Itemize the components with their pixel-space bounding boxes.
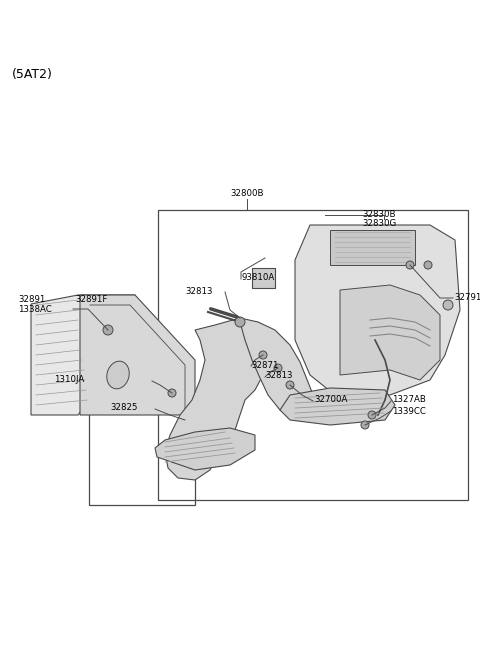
Circle shape (443, 300, 453, 310)
Polygon shape (340, 285, 440, 380)
Circle shape (274, 364, 282, 372)
Ellipse shape (107, 361, 129, 389)
Text: 1338AC: 1338AC (18, 306, 52, 314)
Circle shape (168, 389, 176, 397)
Circle shape (406, 261, 414, 269)
Text: 32830B: 32830B (362, 210, 396, 219)
Text: 32871: 32871 (251, 361, 278, 369)
Circle shape (286, 381, 294, 389)
Polygon shape (240, 318, 315, 420)
Text: 1310JA: 1310JA (54, 375, 84, 384)
Polygon shape (31, 295, 135, 415)
Bar (158, 210, 468, 500)
Text: 93810A: 93810A (242, 274, 275, 283)
Text: 32891F: 32891F (75, 295, 108, 304)
Text: 32813: 32813 (265, 371, 292, 380)
Text: 32825: 32825 (110, 403, 137, 413)
Text: 32891: 32891 (18, 295, 46, 304)
Text: 32800B: 32800B (230, 189, 264, 198)
Text: 1327AB: 1327AB (392, 396, 426, 405)
Circle shape (361, 421, 369, 429)
Polygon shape (330, 230, 415, 265)
Text: 32813: 32813 (185, 287, 213, 295)
Polygon shape (280, 388, 395, 425)
Circle shape (424, 261, 432, 269)
Bar (89, 413, 195, 505)
Text: 32791: 32791 (454, 293, 480, 302)
Text: 32700A: 32700A (314, 396, 348, 405)
Polygon shape (295, 225, 460, 395)
Polygon shape (155, 428, 255, 470)
Text: 32830G: 32830G (362, 219, 396, 228)
Circle shape (235, 317, 245, 327)
Polygon shape (252, 268, 275, 288)
Polygon shape (165, 318, 265, 480)
Circle shape (103, 325, 113, 335)
Circle shape (368, 411, 376, 419)
Text: 1339CC: 1339CC (392, 407, 426, 415)
Polygon shape (80, 295, 195, 415)
Text: (5AT2): (5AT2) (12, 68, 53, 81)
Circle shape (259, 351, 267, 359)
